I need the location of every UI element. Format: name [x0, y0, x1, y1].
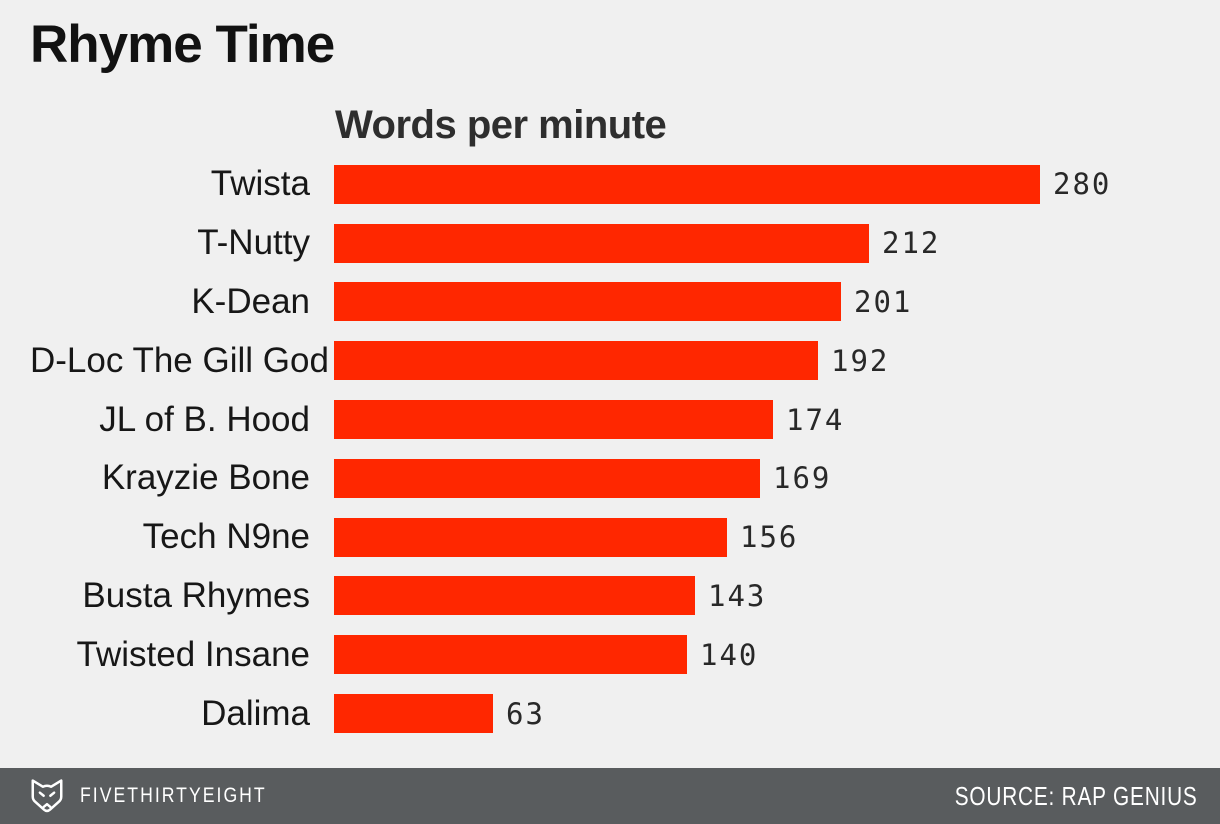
bar-row: Twisted Insane 140	[30, 625, 1200, 684]
value-label: 174	[786, 402, 845, 437]
category-label: JL of B. Hood	[99, 399, 310, 439]
bar-track: 280	[334, 164, 1200, 204]
bar-row: Dalima 63	[30, 684, 1200, 743]
bar	[334, 694, 493, 734]
category-label: Twisted Insane	[76, 634, 310, 674]
bar-row: Twista 280	[30, 155, 1200, 214]
footer: FIVETHIRTYEIGHT SOURCE: RAP GENIUS	[0, 768, 1220, 824]
category-label: Krayzie Bone	[101, 458, 310, 498]
category-label: Dalima	[201, 693, 310, 733]
bar	[334, 576, 695, 616]
value-label: 212	[882, 226, 941, 261]
brand-wordmark: FIVETHIRTYEIGHT	[80, 784, 267, 807]
bar	[334, 223, 869, 263]
value-label: 192	[831, 343, 890, 378]
category-label: K-Dean	[191, 281, 310, 321]
bar-track: 143	[334, 576, 1200, 616]
bar-row: K-Dean 201	[30, 273, 1200, 332]
value-label: 201	[854, 284, 913, 319]
bar-row: Busta Rhymes 143	[30, 567, 1200, 626]
bar-track: 192	[334, 341, 1200, 381]
bar	[334, 458, 760, 498]
fivethirtyeight-fox-icon	[31, 779, 63, 813]
chart-title: Rhyme Time	[30, 15, 335, 74]
bar	[334, 635, 687, 675]
value-label: 156	[740, 520, 799, 555]
bar	[334, 517, 727, 557]
brand: FIVETHIRTYEIGHT	[28, 777, 302, 815]
bar-row: JL of B. Hood 174	[30, 390, 1200, 449]
value-axis-title: Words per minute	[335, 103, 667, 147]
category-label: D-Loc The Gill God	[30, 340, 329, 380]
value-label: 140	[700, 637, 759, 672]
bar-track: 174	[334, 400, 1200, 440]
bar	[334, 164, 1040, 204]
bar-row: Tech N9ne 156	[30, 508, 1200, 567]
bar-track: 156	[334, 517, 1200, 557]
bar	[334, 341, 818, 381]
bar-track: 140	[334, 635, 1200, 675]
bar-track: 63	[334, 694, 1200, 734]
bar-track: 212	[334, 223, 1200, 263]
value-label: 169	[773, 461, 832, 496]
source-label: SOURCE: RAP GENIUS	[955, 780, 1198, 811]
bar-chart: Twista 280 T-Nutty 212 K-Dean 201 D-Loc …	[30, 155, 1200, 743]
category-label: Busta Rhymes	[82, 575, 310, 615]
category-label: T-Nutty	[197, 223, 310, 263]
bar-track: 169	[334, 458, 1200, 498]
bar	[334, 282, 841, 322]
bar	[334, 400, 773, 440]
category-label: Twista	[210, 164, 310, 204]
bar-track: 201	[334, 282, 1200, 322]
bar-row: D-Loc The Gill God 192	[30, 331, 1200, 390]
value-label: 143	[708, 578, 767, 613]
category-label: Tech N9ne	[142, 517, 310, 557]
value-label: 280	[1053, 167, 1112, 202]
bar-row: Krayzie Bone 169	[30, 449, 1200, 508]
value-label: 63	[506, 696, 545, 731]
bar-row: T-Nutty 212	[30, 214, 1200, 273]
